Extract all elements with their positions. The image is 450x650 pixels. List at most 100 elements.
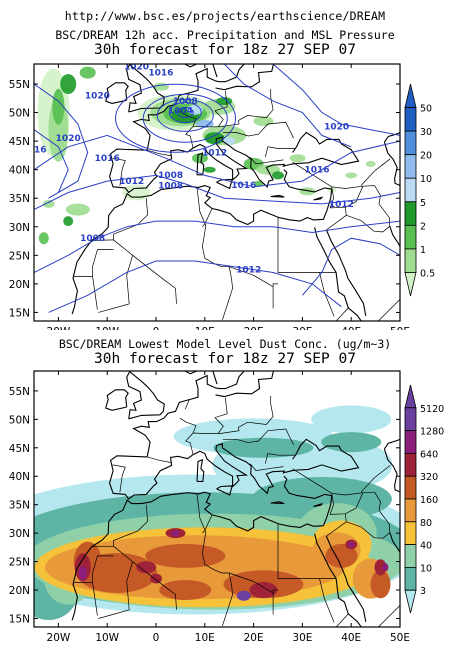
country-border xyxy=(319,272,335,317)
precipitation-panel: 1020 1016 1020 1008 1004 1020 1016 1016 1012 1008… xyxy=(9,63,435,338)
dust-cell xyxy=(325,543,358,568)
colorbar-arrow-bottom xyxy=(404,272,417,297)
country-border xyxy=(193,396,274,434)
precip-cell xyxy=(38,232,49,245)
precipitation-map: 1020101610201008100410201016101610121008… xyxy=(9,63,435,338)
colorbar-label: 320 xyxy=(420,472,438,483)
colorbar-arrow-top xyxy=(404,384,417,409)
coastline xyxy=(314,227,362,321)
dust-cell xyxy=(321,432,382,453)
country-border xyxy=(292,161,375,189)
country-border xyxy=(113,504,149,562)
colorbar-segment xyxy=(404,452,417,477)
country-border xyxy=(91,239,114,241)
precip-cell xyxy=(191,153,208,164)
country-border xyxy=(193,89,274,128)
coastline xyxy=(216,178,233,190)
isobar xyxy=(34,174,400,211)
coastline xyxy=(216,485,233,496)
isobar-label: 1020 xyxy=(324,123,349,133)
country-border xyxy=(92,276,98,310)
plot-frame xyxy=(33,63,401,322)
coastline xyxy=(109,438,360,500)
precip-cell xyxy=(52,88,65,125)
coastline xyxy=(215,371,275,398)
dust-cell xyxy=(311,405,392,434)
coastline xyxy=(314,533,363,627)
isobar-label: 1012 xyxy=(119,177,144,187)
precip-cell xyxy=(63,216,74,227)
dust-cell xyxy=(382,563,389,572)
precip-cell xyxy=(60,74,77,94)
colorbar-label: 1 xyxy=(420,245,426,256)
coastline xyxy=(383,438,400,493)
isobar xyxy=(48,260,342,313)
isobar-label: 1004 xyxy=(168,107,193,117)
isobar xyxy=(34,129,69,193)
country-border xyxy=(374,185,391,227)
country-border xyxy=(374,492,391,533)
country-border xyxy=(319,578,335,623)
country-border xyxy=(360,465,391,493)
isobar xyxy=(34,220,400,273)
coastline xyxy=(195,371,245,390)
country-border xyxy=(73,249,114,277)
x-tick-label: 10E xyxy=(195,632,215,644)
country-border xyxy=(360,158,391,186)
colorbar-label: 40 xyxy=(420,541,432,552)
precip-cell xyxy=(65,203,90,216)
country-border xyxy=(222,428,294,446)
dust-cell xyxy=(145,543,226,568)
country-border xyxy=(132,561,177,610)
y-tick-label: 25N xyxy=(9,250,30,262)
country-border xyxy=(272,589,278,593)
colorbar-label: 30 xyxy=(420,127,432,138)
country-border xyxy=(222,266,233,321)
coastline xyxy=(270,194,285,198)
x-tick-label: 10W xyxy=(95,632,119,644)
coastline xyxy=(183,371,218,385)
dust-cell xyxy=(136,561,157,574)
y-tick-label: 20N xyxy=(9,585,30,597)
isobar xyxy=(176,107,194,119)
precip-cell xyxy=(272,171,284,180)
isobar-label: 1016 xyxy=(304,166,329,176)
colorbar-label: 80 xyxy=(420,518,432,529)
country-border xyxy=(229,572,274,615)
subtitle-dust: 30h forecast for 18z 27 SEP 07 xyxy=(94,351,356,367)
colorbar-segment xyxy=(404,567,417,591)
colorbar-label: 5 xyxy=(420,198,426,209)
y-tick-label: 15N xyxy=(9,614,30,626)
country-border xyxy=(292,468,375,496)
colorbar-label: 0.5 xyxy=(420,268,435,279)
isobar-label: 1020 xyxy=(56,134,81,144)
isobar-label: 1020 xyxy=(85,91,110,101)
y-tick-label: 55N xyxy=(9,386,30,398)
country-border xyxy=(377,298,400,321)
y-tick-label: 45N xyxy=(9,136,30,148)
country-border xyxy=(214,569,230,574)
country-border xyxy=(249,463,284,471)
precip-cell xyxy=(253,180,264,187)
coastline xyxy=(109,131,360,194)
isobar xyxy=(142,93,228,143)
precip-cell xyxy=(79,66,96,79)
dust-cell xyxy=(213,437,314,458)
y-tick-label: 35N xyxy=(9,500,30,512)
coastline xyxy=(270,501,285,505)
country-border xyxy=(214,90,228,127)
y-tick-label: 35N xyxy=(9,193,30,205)
precip-cell xyxy=(365,160,376,167)
colorbar-label: 640 xyxy=(420,449,438,460)
country-border xyxy=(277,217,337,273)
colorbar-label: 2 xyxy=(420,221,426,232)
country-border xyxy=(92,582,98,616)
colorbar-arrow-bottom xyxy=(404,589,417,614)
isobar xyxy=(34,134,400,188)
country-border xyxy=(112,464,126,493)
isobar-label: 1008 xyxy=(158,171,183,181)
dust-cell xyxy=(236,590,251,601)
isobar-label: 1012 xyxy=(236,266,261,276)
